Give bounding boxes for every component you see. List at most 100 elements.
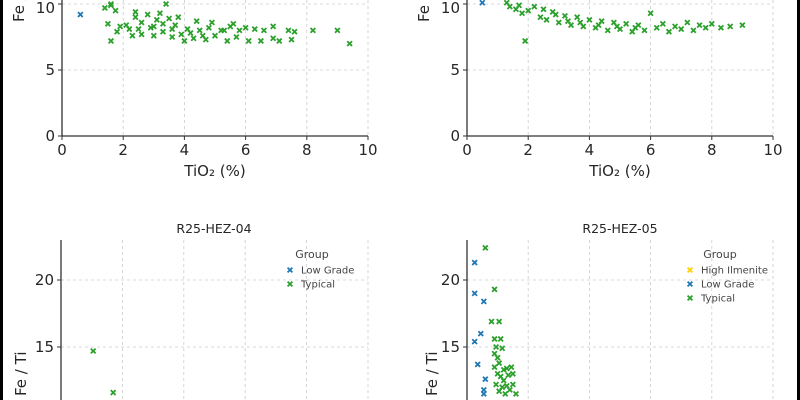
x-tick-label: 6 [241, 141, 251, 159]
legend-entry: Low Grade [301, 266, 354, 277]
data-point-typical [270, 35, 277, 42]
data-point-typical [503, 365, 510, 372]
data-point-typical [491, 335, 498, 342]
data-point-low-grade [480, 298, 487, 305]
data-point-typical [163, 0, 170, 8]
data-point-typical [169, 33, 176, 41]
y-tick-label: 20 [441, 271, 460, 289]
data-point-low-grade [77, 11, 84, 18]
y-tick-label: 0 [45, 127, 55, 145]
data-point-typical [540, 6, 547, 13]
y-tick-label: 5 [450, 61, 460, 79]
data-point-typical [112, 7, 119, 14]
data-point-typical [107, 2, 114, 9]
y-axis-label: Fe / Ti [12, 352, 30, 397]
data-point-typical [555, 19, 562, 26]
legend-entry: Typical [700, 294, 735, 305]
data-point-typical [717, 24, 725, 31]
data-point-typical [242, 24, 249, 31]
data-point-typical [114, 28, 121, 35]
data-point-low-grade [474, 361, 481, 368]
data-point-typical [175, 14, 182, 21]
legend-marker [286, 266, 294, 274]
data-point-typical [107, 37, 114, 44]
data-point-typical [90, 347, 97, 355]
data-point-typical [334, 27, 341, 34]
data-point-typical [493, 343, 500, 351]
data-point-typical [488, 318, 495, 325]
data-point-typical [276, 37, 283, 44]
data-point-low-grade [471, 338, 478, 345]
legend-entry: Typical [300, 280, 335, 291]
data-point-typical [104, 20, 111, 27]
data-point-typical [150, 23, 157, 30]
data-point-typical [494, 354, 501, 361]
legend-title: Group [703, 248, 737, 261]
data-point-typical [653, 24, 660, 31]
data-point-typical [508, 364, 515, 371]
x-axis-label: TiO₂ (%) [183, 162, 245, 180]
data-point-typical [515, 2, 523, 9]
data-point-typical [178, 31, 185, 38]
data-point-typical [497, 335, 504, 342]
x-tick-label: 0 [57, 141, 67, 159]
y-axis-label: Fe / Ti [423, 352, 441, 397]
data-point-typical [502, 390, 509, 397]
data-point-typical [190, 35, 197, 42]
data-point-typical [496, 318, 503, 325]
data-point-typical [739, 22, 746, 29]
data-point-typical [506, 3, 513, 10]
data-point-typical [193, 18, 200, 25]
data-point-typical [522, 37, 529, 44]
x-tick-label: 6 [646, 141, 656, 159]
data-point-typical [117, 23, 124, 30]
data-point-typical [604, 27, 611, 34]
legend-title: Group [295, 248, 329, 261]
y-tick-label: 10 [36, 0, 55, 17]
data-point-typical [632, 24, 639, 31]
data-point-typical [577, 19, 584, 26]
data-point-typical [672, 23, 679, 30]
data-point-typical [509, 381, 516, 388]
data-point-typical [291, 28, 298, 35]
y-tick-label: 5 [45, 61, 55, 79]
data-point-typical [493, 381, 500, 388]
data-point-typical [665, 28, 672, 35]
data-point-typical [144, 11, 151, 18]
data-point-typical [512, 390, 519, 397]
data-point-typical [561, 12, 568, 19]
y-axis-label: Fe / Ti [415, 0, 433, 22]
legend-marker [686, 294, 694, 302]
data-point-typical [202, 36, 209, 43]
data-point-typical [684, 19, 691, 26]
data-point-typical [257, 37, 264, 44]
data-point-typical [251, 26, 258, 33]
legend: Group High Ilmenite Low Grade Typical [686, 248, 768, 305]
y-axis-label: Fe / Ti [10, 0, 28, 22]
data-point-low-grade [482, 376, 489, 383]
legend-entry: Low Grade [701, 280, 754, 291]
data-point-typical [260, 27, 267, 34]
data-point-low-grade [480, 390, 487, 397]
y-tick-label: 10 [441, 0, 460, 17]
data-point-typical [245, 37, 252, 44]
data-point-typical [491, 286, 498, 293]
data-point-typical [491, 364, 498, 371]
x-tick-label: 8 [707, 141, 717, 159]
x-axis-label: TiO₂ (%) [588, 162, 650, 180]
data-point-typical [509, 370, 516, 377]
data-point-typical [132, 8, 139, 15]
data-point-typical [506, 386, 513, 393]
data-point-typical [641, 27, 648, 34]
data-point-low-grade [479, 0, 486, 6]
data-point-typical [135, 26, 142, 33]
data-point-typical [169, 26, 176, 33]
data-point-typical [346, 40, 353, 47]
scatter-panel: 0 5 10 0 2 4 6 8 10 [36, 0, 378, 159]
data-point-typical [138, 19, 145, 26]
x-tick-label: 2 [118, 141, 128, 159]
data-point-typical [159, 28, 167, 35]
data-point-typical [288, 36, 295, 43]
